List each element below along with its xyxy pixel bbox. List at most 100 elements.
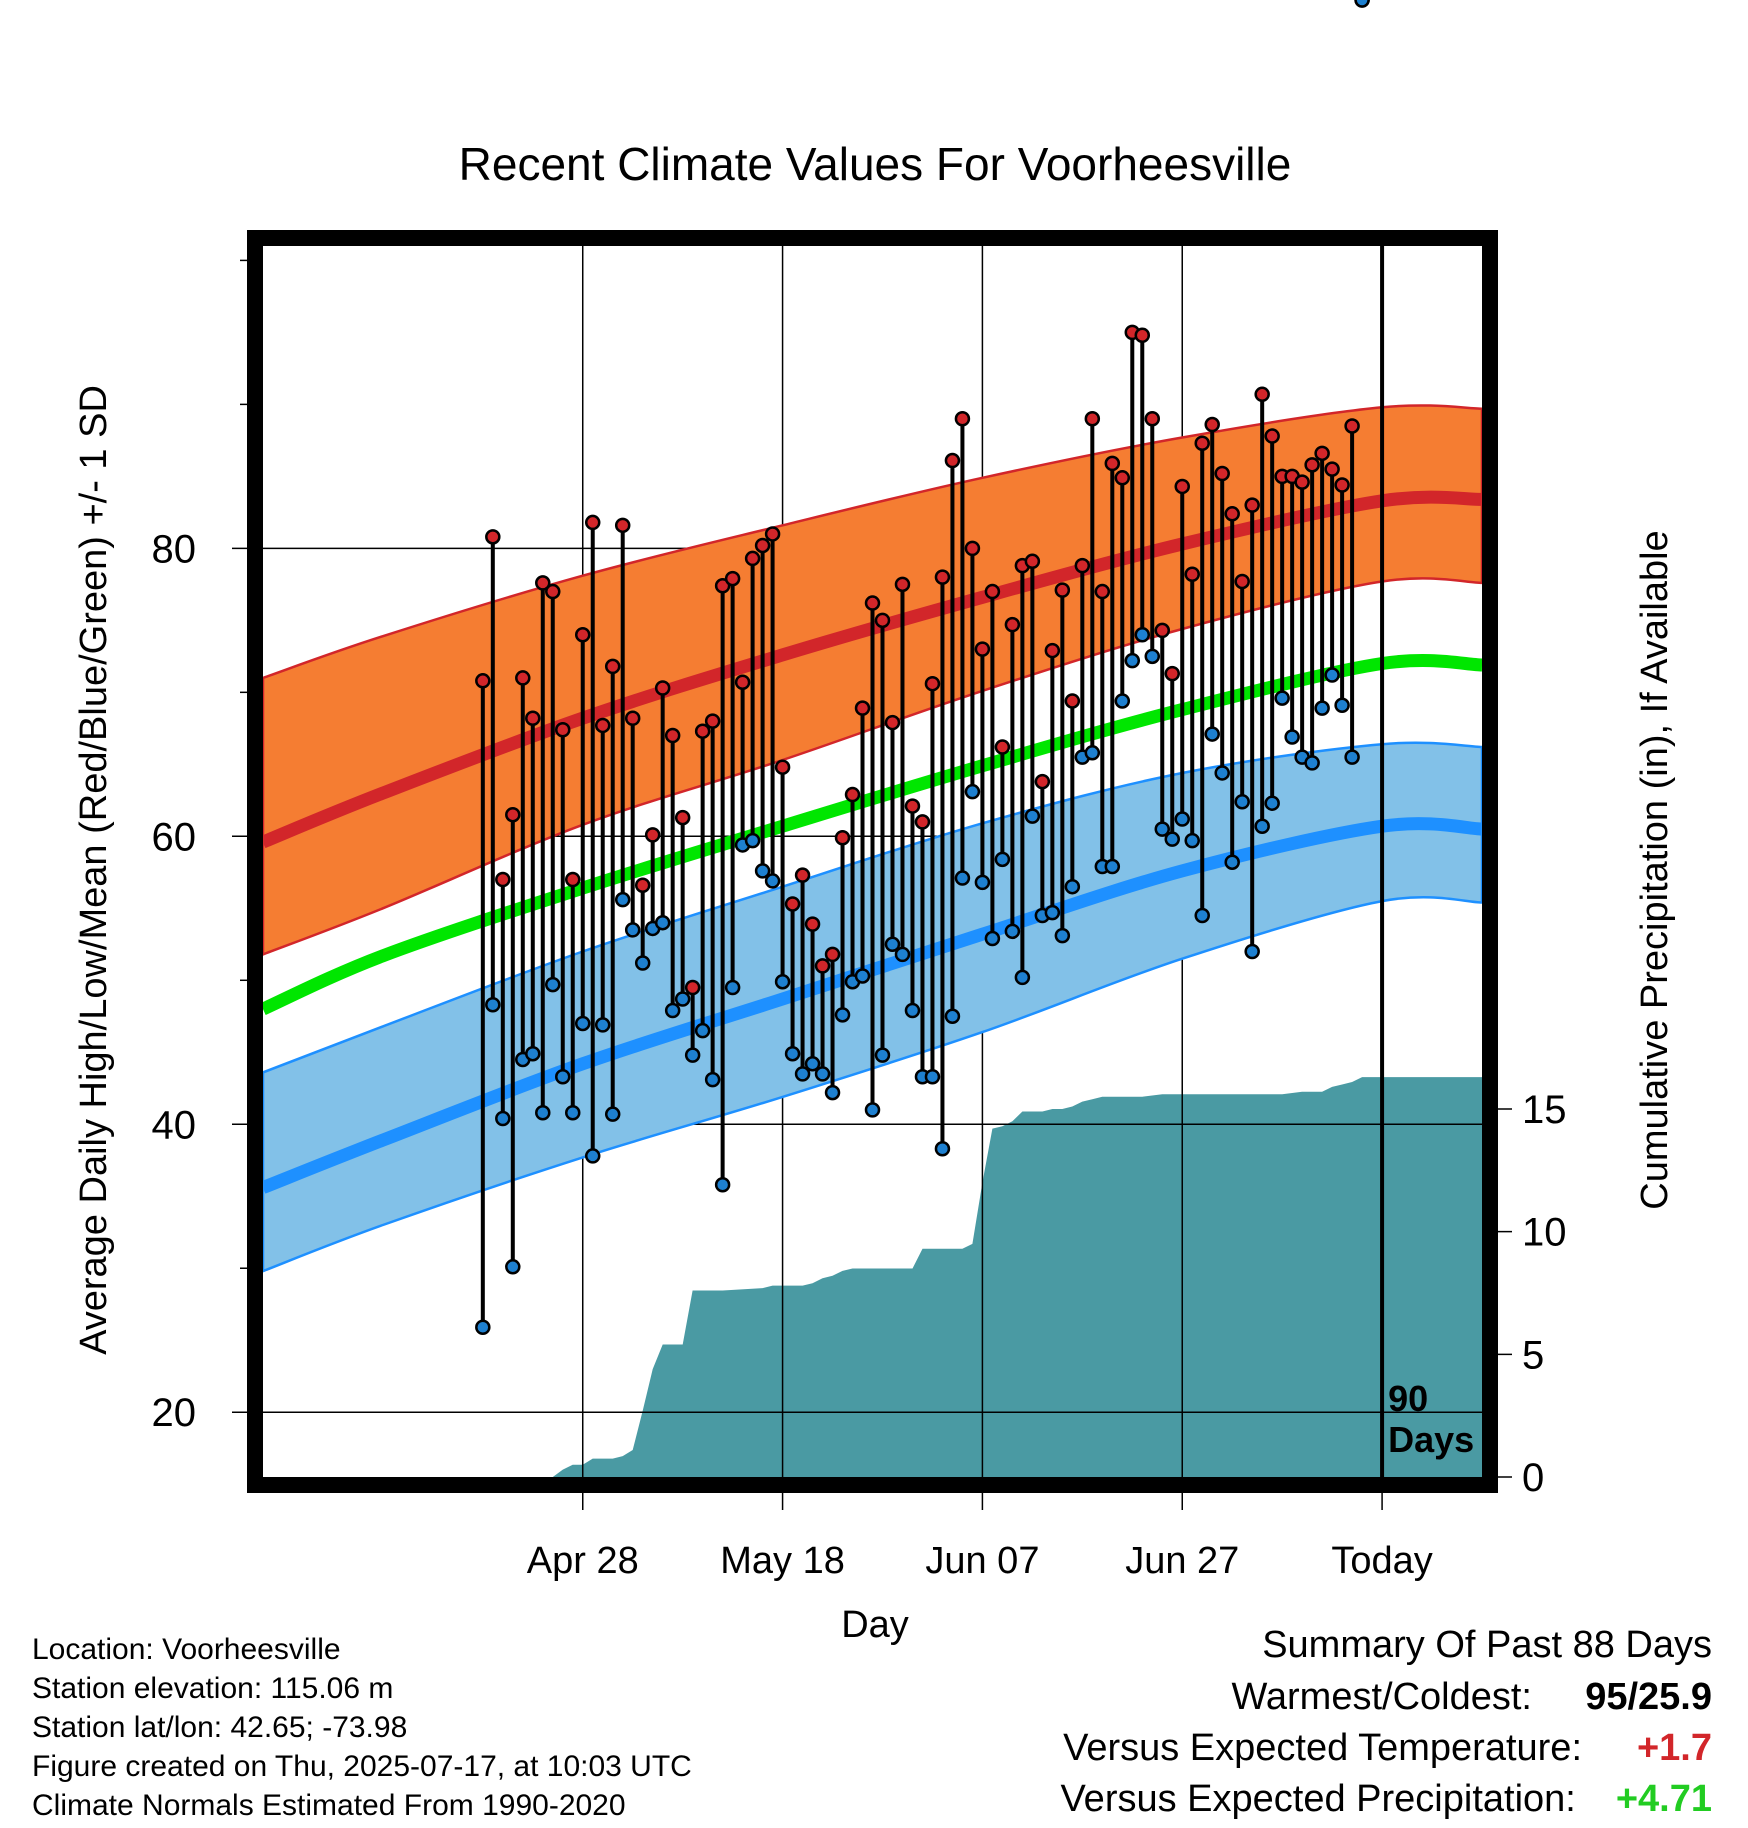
y2-tick-label: 10 [1522,1211,1567,1255]
daily-low-point [1184,832,1200,849]
daily-high-point [784,896,801,912]
summary-warmest-coldest: Warmest/Coldest: 95/25.9 [1231,1676,1712,1719]
daily-low-point [994,851,1011,868]
daily-low-point [634,955,651,971]
daily-low-point [694,1022,711,1039]
daily-high-point [1074,557,1091,574]
daily-low-point [834,1007,851,1023]
daily-low-point [1244,943,1260,960]
daily-low-point [1264,795,1280,811]
daily-low-point [854,968,871,984]
daily-low-point [535,1104,551,1121]
daily-high-point [1294,474,1310,490]
latlon-text: Station lat/lon: 42.65; -73.98 [32,1711,408,1744]
daily-low-point [1354,0,1370,8]
daily-high-point [754,537,771,554]
daily-low-point [774,973,791,990]
daily-high-point [974,641,991,657]
temperature-label: Versus Expected Temperature: [1063,1727,1582,1769]
x-tick-label: Apr 28 [527,1540,639,1582]
daily-low-point [584,1148,601,1164]
daily-high-point [584,514,601,531]
station-info: Location: Voorheesville Station elevatio… [32,1630,692,1825]
daily-high-point [854,700,871,716]
daily-high-point [734,674,751,690]
daily-high-point [495,871,511,888]
daily-high-point [614,517,631,534]
x-axis-label: Day [841,1604,909,1646]
daily-high-point [644,827,661,843]
daily-high-point [1134,327,1151,344]
x-tick-label: Jun 07 [925,1540,1039,1582]
daily-high-point [505,806,521,823]
daily-low-point [784,1045,801,1062]
daily-low-point [574,1015,591,1032]
daily-low-point [684,1047,701,1063]
daily-high-point [1334,477,1350,493]
daily-low-point [874,1047,891,1063]
daily-high-point [1324,461,1340,477]
daily-high-point [694,723,711,739]
plot-frame [247,230,1498,1493]
daily-high-point [934,569,951,585]
daily-low-point [495,1110,511,1127]
daily-high-point [964,540,981,557]
daily-high-point [714,578,731,594]
daily-high-point [1104,455,1121,472]
daily-low-point [764,873,781,889]
daily-low-point [1124,652,1141,669]
daily-high-point [624,710,641,726]
daily-high-point [994,739,1011,755]
y2-tick-label: 0 [1522,1456,1544,1500]
daily-low-point [1314,700,1330,716]
daily-low-point [1054,927,1071,944]
daily-low-point [714,1176,731,1193]
daily-low-point [1064,878,1081,895]
chart-title: Recent Climate Values For Voorheesville [459,138,1292,190]
daily-low-point [654,914,671,931]
daily-high-point [824,946,841,963]
daily-high-point [594,717,611,734]
daily-high-point [864,595,881,611]
daily-low-point [594,1017,611,1033]
daily-low-point [894,946,911,963]
today-days-number: 90 [1388,1378,1428,1419]
y2-axis-label: Cumulative Precipitation (in), If Availa… [1634,530,1676,1209]
summary-temperature: Versus Expected Temperature: +1.7 [1063,1727,1712,1770]
daily-high-point [834,829,851,846]
daily-low-point [944,1008,961,1025]
daily-high-point [1034,773,1051,790]
daily-high-point [604,658,621,675]
daily-low-point [555,1068,571,1085]
precip-area [263,1077,1482,1477]
daily-low-point [954,870,971,886]
daily-high-point [1254,386,1270,403]
normals-text: Climate Normals Estimated From 1990-2020 [32,1789,626,1822]
x-tick-label: Today [1331,1540,1432,1582]
daily-high-point [1224,506,1240,522]
daily-low-point [1274,690,1290,706]
daily-low-point [724,979,741,996]
daily-high-point [844,786,861,803]
y-tick-label: 40 [152,1103,197,1147]
daily-low-point [1334,697,1350,714]
precipitation-label: Versus Expected Precipitation: [1060,1778,1576,1820]
daily-low-point [804,1056,821,1072]
daily-high-point [1304,457,1320,473]
daily-high-point [1214,465,1230,482]
daily-low-point [904,1002,921,1019]
daily-low-point [744,832,761,849]
daily-high-point [1164,665,1181,682]
daily-high-point [674,809,691,826]
daily-high-point [1174,478,1190,495]
daily-low-point [485,997,501,1013]
daily-low-point [754,863,771,879]
daily-low-point [525,1045,541,1062]
daily-high-point [1234,573,1250,590]
daily-low-point [884,936,901,953]
daily-low-point [1324,667,1340,683]
daily-high-point [564,871,581,888]
daily-low-point [1214,765,1230,781]
daily-high-point [1114,470,1131,486]
